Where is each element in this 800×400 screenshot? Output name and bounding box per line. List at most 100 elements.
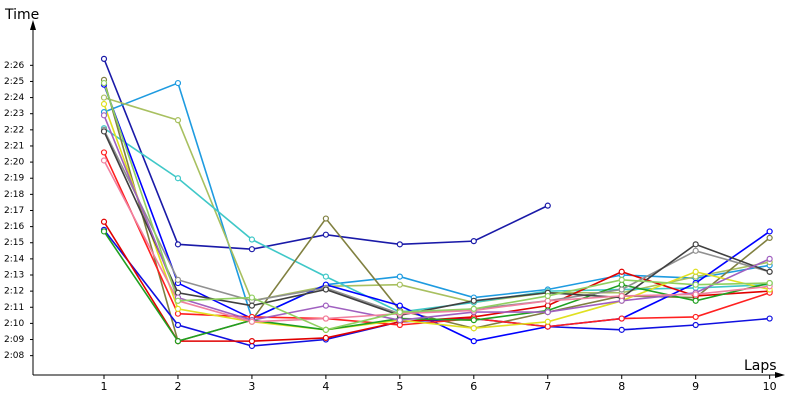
x-tick-label: 3 [248, 380, 255, 393]
y-tick-label: 2:23 [4, 109, 24, 119]
series-line [103, 103, 770, 331]
y-tick-label: 2:21 [4, 141, 24, 151]
point [692, 247, 699, 254]
point [174, 175, 182, 182]
point [100, 55, 108, 62]
point [174, 241, 182, 248]
point [692, 281, 699, 288]
y-tick-label: 2:19 [4, 174, 24, 184]
point [396, 302, 403, 309]
point [470, 325, 477, 332]
x-tick-label: 7 [544, 380, 551, 393]
x-axis-title: Laps [744, 358, 777, 374]
point [766, 268, 773, 275]
x-axis-arrow [775, 372, 785, 378]
point [174, 305, 182, 312]
series-line [103, 160, 770, 323]
y-tick-label: 2:20 [4, 158, 24, 168]
point [692, 313, 699, 321]
x-tick-label: 1 [101, 380, 108, 393]
y-axis-title: Time [4, 7, 39, 23]
point [396, 281, 403, 288]
point [174, 297, 182, 304]
x-tick-label: 10 [763, 380, 777, 393]
point [396, 308, 403, 316]
point [100, 112, 108, 119]
point [766, 315, 773, 322]
point [100, 79, 108, 87]
point [618, 276, 625, 283]
point [618, 268, 625, 275]
point [396, 241, 403, 248]
point [322, 334, 329, 342]
point [248, 302, 256, 309]
point [544, 202, 551, 209]
x-tick-label: 8 [618, 380, 625, 393]
y-tick-label: 2:13 [4, 271, 24, 281]
point [766, 279, 773, 287]
point [470, 338, 477, 345]
point [322, 302, 329, 309]
point [248, 236, 256, 243]
point [248, 246, 256, 253]
series-line [103, 82, 770, 331]
point [692, 321, 699, 329]
point [470, 238, 477, 245]
y-tick-label: 2:22 [4, 125, 24, 135]
point [692, 268, 699, 275]
x-tick-label: 6 [470, 380, 477, 393]
point [618, 326, 625, 333]
point [766, 255, 773, 262]
point [470, 305, 477, 312]
point [544, 292, 551, 300]
series-line [103, 129, 770, 315]
point [100, 218, 108, 225]
point [174, 321, 182, 329]
y-tick-label: 2:18 [4, 190, 24, 200]
series-line [103, 127, 770, 313]
point [692, 297, 699, 304]
point [322, 215, 329, 222]
point [544, 308, 551, 316]
point [692, 291, 699, 298]
y-tick-label: 2:08 [4, 351, 24, 361]
point [396, 273, 403, 280]
point [174, 79, 182, 87]
x-tick-label: 2 [174, 380, 181, 393]
point [470, 317, 477, 324]
y-tick-label: 2:26 [4, 61, 24, 71]
y-tick-label: 2:16 [4, 222, 24, 232]
point [618, 292, 625, 300]
point [766, 234, 773, 242]
y-tick-label: 2:12 [4, 287, 24, 297]
point [248, 294, 256, 301]
point [544, 318, 551, 325]
point [322, 273, 329, 280]
y-tick-label: 2:24 [4, 93, 24, 103]
series-line [103, 229, 770, 347]
point [174, 276, 182, 283]
point [174, 338, 182, 345]
point [100, 157, 108, 164]
series-line [103, 115, 770, 321]
point [692, 241, 699, 248]
x-tick-label: 4 [322, 380, 329, 393]
point [322, 231, 329, 238]
y-tick-label: 2:25 [4, 77, 24, 87]
x-tick-label: 5 [396, 380, 403, 393]
point [766, 228, 773, 235]
point [100, 149, 108, 156]
series-line [103, 82, 770, 320]
point [100, 228, 108, 235]
point [322, 315, 329, 322]
y-tick-label: 2:09 [4, 335, 24, 345]
point [322, 286, 329, 293]
series-line [103, 152, 770, 328]
y-tick-label: 2:11 [4, 303, 24, 313]
y-axis-arrow [30, 20, 36, 30]
point [100, 128, 108, 135]
point [100, 100, 108, 108]
y-tick-label: 2:14 [4, 254, 24, 264]
series-line [103, 84, 771, 342]
